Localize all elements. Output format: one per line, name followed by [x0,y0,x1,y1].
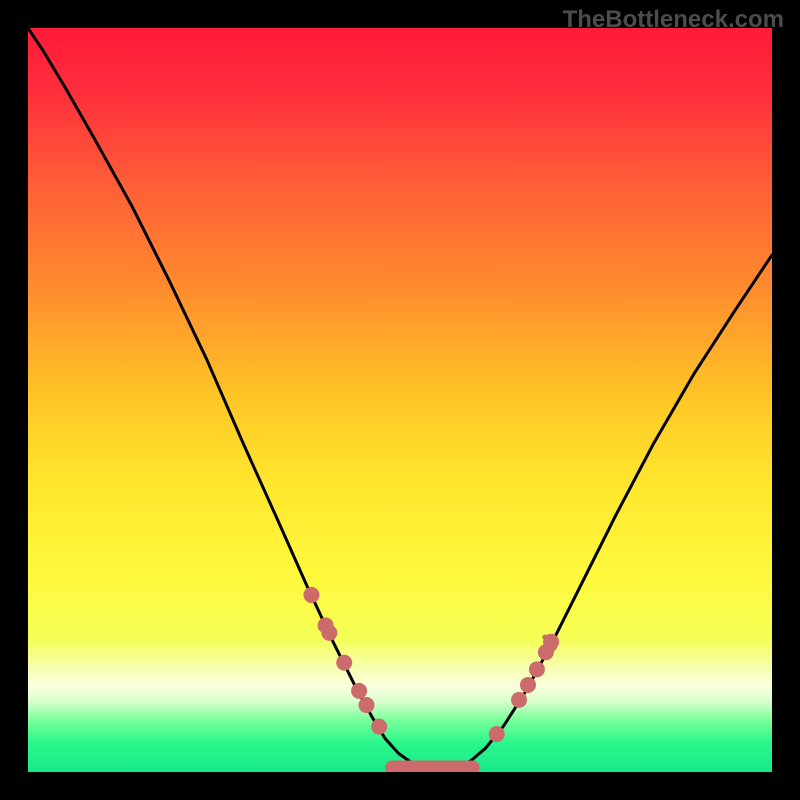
plot-area [28,28,772,772]
marker-right-2 [520,677,536,693]
marker-right-0 [489,726,505,742]
watermark-text: TheBottleneck.com [563,6,784,34]
marker-left-2 [321,625,337,641]
outer-frame: TheBottleneck.com [0,0,800,800]
gradient-background [28,28,772,772]
optimal-band [385,761,479,772]
chart-svg [28,28,772,772]
marker-left-6 [371,719,387,735]
marker-left-5 [359,697,375,713]
marker-left-4 [351,683,367,699]
marker-right-3 [529,661,545,677]
marker-left-0 [303,587,319,603]
marker-right-1 [511,692,527,708]
marker-left-3 [336,655,352,671]
